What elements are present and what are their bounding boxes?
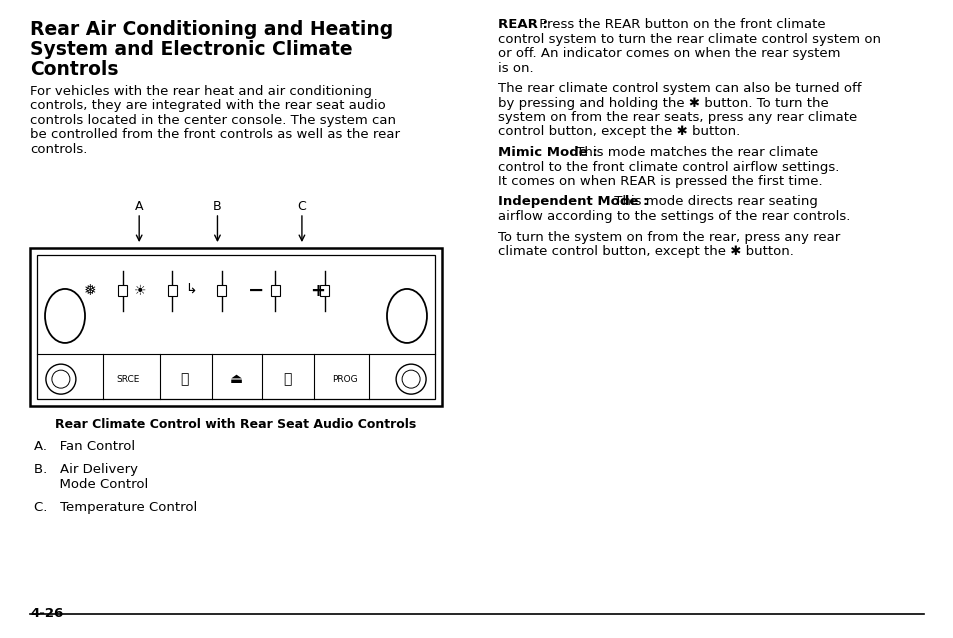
Ellipse shape: [387, 289, 427, 343]
Text: Mimic Mode :: Mimic Mode :: [497, 146, 598, 159]
Text: To turn the system on from the rear, press any rear: To turn the system on from the rear, pre…: [497, 230, 840, 244]
Text: For vehicles with the rear heat and air conditioning: For vehicles with the rear heat and air …: [30, 85, 372, 98]
Bar: [320, 285, 329, 296]
Text: control button, except the ✱ button.: control button, except the ✱ button.: [497, 126, 740, 138]
Text: B.   Air Delivery: B. Air Delivery: [34, 463, 138, 476]
Text: Controls: Controls: [30, 60, 118, 79]
Text: airflow according to the settings of the rear controls.: airflow according to the settings of the…: [497, 210, 849, 223]
Text: climate control button, except the ✱ button.: climate control button, except the ✱ but…: [497, 245, 793, 258]
Text: SRCE: SRCE: [116, 375, 139, 383]
Text: +: +: [310, 281, 325, 300]
Text: controls.: controls.: [30, 143, 88, 156]
Text: REAR :: REAR :: [497, 18, 547, 31]
Bar: [30, 248, 441, 406]
Text: Mode Control: Mode Control: [34, 478, 148, 491]
Circle shape: [51, 370, 70, 388]
Text: ↳: ↳: [185, 283, 196, 297]
Text: system on from the rear seats, press any rear climate: system on from the rear seats, press any…: [497, 111, 857, 124]
Bar: [217, 285, 226, 296]
Circle shape: [395, 364, 426, 394]
Text: or off. An indicator comes on when the rear system: or off. An indicator comes on when the r…: [497, 47, 840, 60]
Text: ❅: ❅: [83, 283, 96, 298]
Text: −: −: [248, 281, 264, 300]
Text: ⏏: ⏏: [230, 372, 242, 386]
Text: PROG: PROG: [332, 375, 357, 383]
Text: control to the front climate control airflow settings.: control to the front climate control air…: [497, 161, 839, 174]
Text: control system to turn the rear climate control system on: control system to turn the rear climate …: [497, 33, 880, 45]
Bar: [37, 255, 435, 399]
Text: is on.: is on.: [497, 61, 533, 75]
Text: controls, they are integrated with the rear seat audio: controls, they are integrated with the r…: [30, 100, 385, 112]
Text: This mode directs rear seating: This mode directs rear seating: [609, 195, 817, 209]
Text: be controlled from the front controls as well as the rear: be controlled from the front controls as…: [30, 128, 399, 142]
Text: ☀: ☀: [134, 284, 147, 298]
Text: B: B: [213, 200, 221, 213]
Text: Press the REAR button on the front climate: Press the REAR button on the front clima…: [535, 18, 825, 31]
Text: C.   Temperature Control: C. Temperature Control: [34, 501, 197, 514]
Text: This mode matches the rear climate: This mode matches the rear climate: [572, 146, 818, 159]
Text: Independent Mode :: Independent Mode :: [497, 195, 648, 209]
Circle shape: [401, 370, 419, 388]
Ellipse shape: [45, 289, 85, 343]
Text: System and Electronic Climate: System and Electronic Climate: [30, 40, 353, 59]
Text: The rear climate control system can also be turned off: The rear climate control system can also…: [497, 82, 861, 95]
Text: It comes on when REAR is pressed the first time.: It comes on when REAR is pressed the fir…: [497, 175, 821, 188]
Text: 4-26: 4-26: [30, 607, 63, 620]
Bar: [118, 285, 127, 296]
Text: by pressing and holding the ✱ button. To turn the: by pressing and holding the ✱ button. To…: [497, 96, 828, 110]
Text: C: C: [297, 200, 306, 213]
Text: A: A: [134, 200, 143, 213]
Text: ⏮: ⏮: [180, 372, 189, 386]
Circle shape: [46, 364, 76, 394]
Bar: [271, 285, 279, 296]
Text: ⏭: ⏭: [283, 372, 292, 386]
Text: Rear Air Conditioning and Heating: Rear Air Conditioning and Heating: [30, 20, 393, 39]
Text: A.   Fan Control: A. Fan Control: [34, 440, 135, 453]
Bar: [168, 285, 176, 296]
Text: controls located in the center console. The system can: controls located in the center console. …: [30, 114, 395, 127]
Text: Rear Climate Control with Rear Seat Audio Controls: Rear Climate Control with Rear Seat Audi…: [55, 418, 416, 431]
